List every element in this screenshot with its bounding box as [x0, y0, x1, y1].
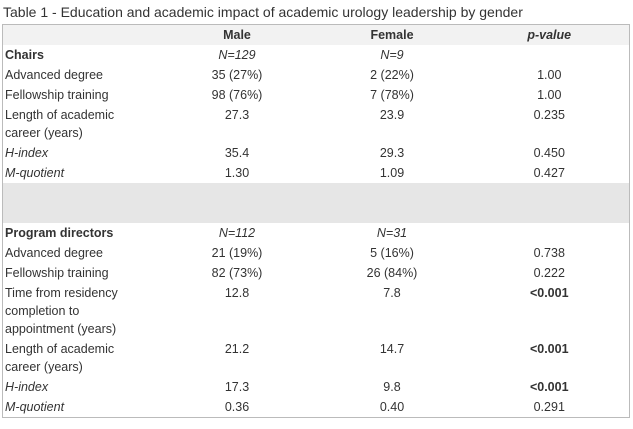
- cell: 29.3: [379, 146, 405, 160]
- section-row: Chairs N=129 N=9: [3, 45, 630, 65]
- spacer-cell: [2, 183, 160, 223]
- cell: 5 (16%): [370, 246, 414, 260]
- data-row: H-index 17.3 9.8 <0.001: [3, 377, 630, 397]
- cell: 0.222: [533, 266, 565, 280]
- row-label: Length of academic career (years): [3, 339, 160, 377]
- section-row: Program directors N=112 N=31: [3, 223, 630, 243]
- table-title: Table 1 - Education and academic impact …: [3, 4, 523, 20]
- row-label-text: M-quotient: [5, 400, 65, 414]
- column-header: Male: [159, 24, 315, 45]
- row-label: Fellowship training: [3, 263, 160, 283]
- data-row: Fellowship training 82 (73%) 26 (84%) 0.222: [3, 263, 630, 283]
- cell: 21.2: [224, 342, 250, 356]
- row-label: Fellowship training: [3, 85, 160, 105]
- cell: 1.30: [224, 166, 250, 180]
- row-label-text: Advanced degree: [5, 68, 103, 82]
- header-row: Male Female p-value: [2, 24, 630, 45]
- row-label: M-quotient: [3, 397, 160, 418]
- row-label-text: Advanced degree: [5, 246, 103, 260]
- spacer-row: [2, 183, 630, 223]
- row-label: Time from residency completion to appoin…: [3, 283, 160, 339]
- sample-size: N=112: [218, 226, 256, 240]
- table: Male Female p-value Chairs N=129 N=9 Advanced…: [2, 24, 630, 418]
- cell: 27.3: [224, 108, 250, 122]
- spacer-cell: [469, 183, 630, 223]
- cell: 0.427: [533, 166, 565, 180]
- empty-cell: [470, 223, 630, 243]
- cell: 14.7: [379, 342, 405, 356]
- sample-size: N=9: [380, 48, 404, 62]
- row-label-text: Time from residency completion to appoin…: [5, 286, 118, 336]
- cell: 1.00: [537, 68, 562, 82]
- row-label-text: Length of academic career (years): [5, 108, 115, 140]
- data-row: M-quotient 0.36 0.40 0.291: [3, 397, 630, 418]
- cell: 12.8: [224, 286, 250, 300]
- row-label: Advanced degree: [3, 243, 160, 263]
- cell: 21 (19%): [211, 246, 263, 260]
- data-row: H-index 35.4 29.3 0.450: [3, 143, 630, 163]
- data-row: Time from residency completion to appoin…: [3, 283, 630, 339]
- column-header: Female: [314, 24, 470, 45]
- cell: 7.8: [383, 286, 401, 300]
- data-row: Advanced degree 35 (27%) 2 (22%) 1.00: [3, 65, 630, 85]
- cell: <0.001: [529, 342, 569, 356]
- cell: 2 (22%): [370, 68, 414, 82]
- row-label: Length of academic career (years): [3, 105, 160, 143]
- spacer-cell: [314, 183, 470, 223]
- cell: 1.09: [379, 166, 405, 180]
- column-header: p-value: [469, 24, 630, 45]
- cell: 0.36: [224, 400, 250, 414]
- cell: 17.3: [224, 380, 250, 394]
- row-label-text: Length of academic career (years): [5, 342, 115, 374]
- cell: 82 (73%): [211, 266, 263, 280]
- cell: 0.738: [533, 246, 565, 260]
- row-label-text: H-index: [5, 146, 49, 160]
- section-title: Program directors: [5, 226, 114, 240]
- cell: 0.450: [533, 146, 565, 160]
- row-label-text: H-index: [5, 380, 49, 394]
- data-row: Advanced degree 21 (19%) 5 (16%) 0.738: [3, 243, 630, 263]
- cell: <0.001: [529, 380, 569, 394]
- row-label: M-quotient: [3, 163, 160, 183]
- row-label-text: M-quotient: [5, 166, 65, 180]
- empty-cell: [470, 45, 630, 65]
- cell: 0.291: [533, 400, 565, 414]
- row-label: H-index: [3, 377, 160, 397]
- data-row: Fellowship training 98 (76%) 7 (78%) 1.00: [3, 85, 630, 105]
- cell: 9.8: [383, 380, 401, 394]
- cell: 1.00: [537, 88, 562, 102]
- cell: 26 (84%): [366, 266, 418, 280]
- cell: 7 (78%): [370, 88, 414, 102]
- cell: 0.40: [379, 400, 405, 414]
- cell: 0.235: [533, 108, 565, 122]
- row-label-text: Fellowship training: [5, 88, 109, 102]
- row-label: H-index: [3, 143, 160, 163]
- data-row: Length of academic career (years) 27.3 23.…: [3, 105, 630, 143]
- cell: 23.9: [379, 108, 405, 122]
- cell: 35.4: [224, 146, 250, 160]
- section-title: Chairs: [5, 48, 44, 62]
- header-cell: [2, 24, 160, 45]
- spacer-cell: [159, 183, 315, 223]
- row-label-text: Fellowship training: [5, 266, 109, 280]
- data-row: M-quotient 1.30 1.09 0.427: [3, 163, 630, 183]
- cell: <0.001: [529, 286, 569, 300]
- sample-size: N=129: [218, 48, 256, 62]
- cell: 98 (76%): [211, 88, 263, 102]
- sample-size: N=31: [376, 226, 408, 240]
- cell: 35 (27%): [211, 68, 263, 82]
- data-row: Length of academic career (years) 21.2 14.…: [3, 339, 630, 377]
- row-label: Advanced degree: [3, 65, 160, 85]
